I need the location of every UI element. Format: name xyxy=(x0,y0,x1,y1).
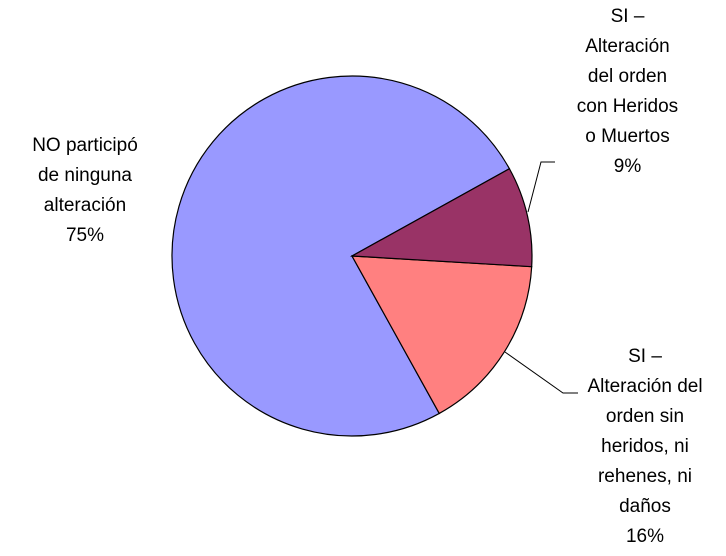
category-label: SI – Alteración del orden con Heridos o … xyxy=(576,6,679,147)
pie-slice xyxy=(171,75,511,437)
value-label: 16% xyxy=(625,526,665,547)
pie-slice xyxy=(349,167,533,268)
category-label: SI – Alteración del orden sin heridos, n… xyxy=(587,346,703,517)
pie-slice xyxy=(350,255,533,415)
leader-line xyxy=(527,161,555,213)
slice-label: SI – Alteración del orden sin heridos, n… xyxy=(586,342,704,552)
leader-line xyxy=(504,351,578,394)
slice-label: SI – Alteración del orden con Heridos o … xyxy=(570,2,685,182)
category-label: NO participó de ninguna alteración xyxy=(32,135,138,216)
value-label: 75% xyxy=(65,225,105,246)
slice-label: NO participó de ninguna alteración 75% xyxy=(20,131,150,251)
value-label: 9% xyxy=(613,156,642,177)
